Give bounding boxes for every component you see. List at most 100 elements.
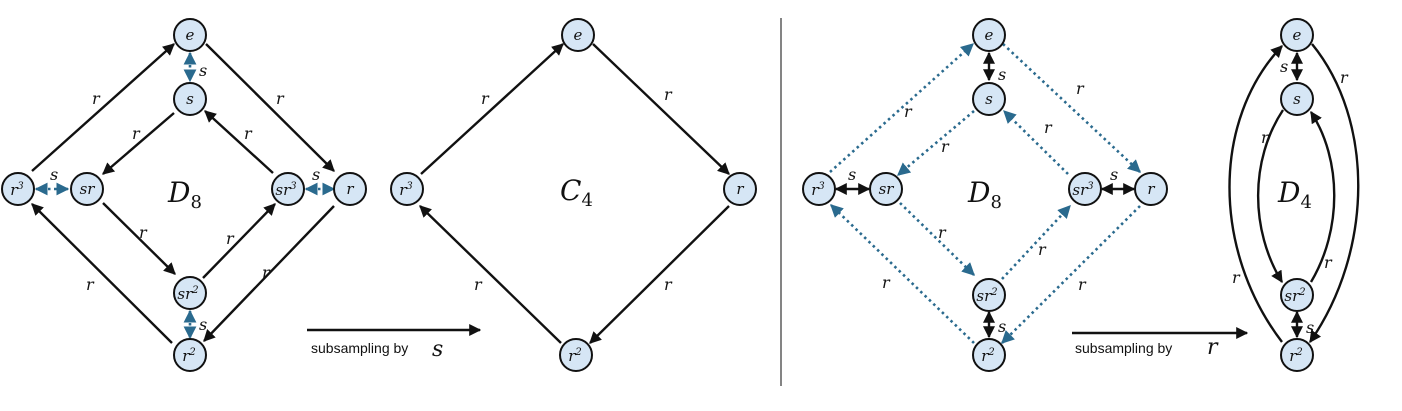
- svg-text:e: e: [1293, 26, 1302, 44]
- node-e: e: [1280, 18, 1314, 52]
- edge-sr-sr2: [102, 202, 176, 275]
- node-e: e: [173, 18, 207, 52]
- edge-label-r: r: [1078, 275, 1087, 294]
- edge-label-r: r: [92, 89, 101, 108]
- edge-label-r: r: [276, 89, 285, 108]
- edge-label-r: r: [226, 229, 235, 248]
- group-label-d8: D8: [967, 176, 1002, 213]
- edge-r2-r3: [830, 204, 975, 344]
- node-sr2: sr2: [1280, 278, 1314, 312]
- edge-s-sr: [102, 112, 175, 175]
- panel-d8-right: r r r r r r r r s s s s e s sr sr3 r r3 …: [802, 18, 1168, 372]
- svg-text:r3: r3: [10, 181, 24, 199]
- edge-label-r: r: [938, 223, 947, 242]
- svg-text:r2: r2: [568, 347, 582, 365]
- edge-label-r: r: [1038, 240, 1047, 259]
- node-sr2: sr2: [972, 278, 1006, 312]
- edge-r-r2: [589, 205, 730, 344]
- node-s: s: [173, 82, 207, 116]
- edge-s-sr2: [1256, 109, 1285, 284]
- edge-label-s: s: [1280, 57, 1288, 76]
- edge-label-r: r: [1044, 118, 1053, 137]
- edge-sr2-sr3: [202, 203, 276, 279]
- edge-r-r2: [1001, 205, 1141, 344]
- edge-e-r2: [1309, 43, 1360, 343]
- edge-r2-r3: [419, 205, 562, 344]
- svg-text:r: r: [736, 180, 744, 198]
- edge-label-r: r: [86, 275, 95, 294]
- edge-label-r: r: [132, 124, 141, 143]
- svg-text:sr: sr: [879, 180, 895, 198]
- node-s: s: [1280, 82, 1314, 116]
- edge-label-r: r: [262, 263, 271, 282]
- edge-label-r: r: [1340, 68, 1349, 87]
- edge-label-s: s: [199, 61, 207, 80]
- node-s: s: [972, 82, 1006, 116]
- edge-r2-r3: [31, 203, 173, 344]
- edge-r3-e: [829, 43, 974, 173]
- node-r2: r2: [559, 338, 593, 372]
- node-e: e: [972, 18, 1006, 52]
- edge-label-r: r: [664, 85, 673, 104]
- edge-label-r: r: [904, 102, 913, 121]
- node-sr3: sr3: [271, 172, 305, 206]
- edge-r3-e: [31, 43, 175, 172]
- caption-variable: r: [1207, 335, 1219, 360]
- svg-text:sr2: sr2: [1284, 287, 1305, 305]
- svg-text:s: s: [985, 90, 993, 108]
- edge-label-r: r: [481, 89, 490, 108]
- edge-sr3-s: [204, 110, 274, 174]
- edge-label-s: s: [50, 165, 58, 184]
- node-r: r: [333, 172, 367, 206]
- svg-text:e: e: [574, 26, 583, 44]
- group-label-d8: D8: [167, 176, 202, 213]
- edge-sr2-sr3: [1001, 205, 1071, 280]
- edge-sr-sr2: [899, 202, 975, 276]
- edge-label-r: r: [1261, 128, 1270, 147]
- svg-text:r2: r2: [182, 347, 196, 365]
- edge-r-r2: [203, 205, 335, 342]
- edge-r2-e: [1228, 45, 1283, 343]
- caption-text: subsampling by: [1075, 340, 1172, 356]
- panel-d4: s s r r r r e s sr2 r2 D4: [1228, 18, 1360, 372]
- edge-label-r: r: [474, 275, 483, 294]
- edge-label-r: r: [1324, 253, 1333, 272]
- panel-d8-left: r r r r r r r r s s s s e s sr sr3 r r3 …: [1, 18, 367, 372]
- caption-subsampling-r: subsampling by r: [1072, 327, 1249, 360]
- group-label-c4: C4: [560, 174, 593, 211]
- edge-e-r: [205, 43, 335, 172]
- edge-r3-e: [420, 43, 564, 175]
- caption-variable: s: [432, 337, 443, 362]
- svg-text:sr: sr: [80, 180, 96, 198]
- node-sr: sr: [869, 172, 903, 206]
- panel-c4: r r r r e r r3 r2 C4: [390, 18, 757, 372]
- edge-label-r: r: [941, 137, 950, 156]
- edge-e-r: [1002, 43, 1141, 173]
- edge-label-s: s: [312, 165, 320, 184]
- group-label-d4: D4: [1277, 176, 1312, 213]
- caption-subsampling-s: subsampling by s: [307, 324, 482, 362]
- svg-text:sr3: sr3: [1072, 181, 1093, 199]
- svg-text:sr2: sr2: [976, 287, 997, 305]
- node-r2: r2: [1280, 338, 1314, 372]
- node-r3: r3: [1, 172, 35, 206]
- svg-text:r3: r3: [399, 181, 413, 199]
- edge-label-s: s: [199, 315, 207, 334]
- svg-text:r2: r2: [981, 347, 995, 365]
- svg-text:r3: r3: [811, 181, 825, 199]
- edge-sr2-s: [1309, 110, 1336, 283]
- edge-label-s: s: [848, 165, 856, 184]
- edge-label-r: r: [882, 273, 891, 292]
- svg-text:e: e: [186, 26, 195, 44]
- svg-text:sr3: sr3: [275, 181, 296, 199]
- svg-text:s: s: [186, 90, 194, 108]
- edge-e-r: [592, 43, 730, 175]
- node-e: e: [561, 18, 595, 52]
- caption-text: subsampling by: [311, 340, 408, 356]
- edge-s-sr: [897, 110, 975, 176]
- svg-text:r: r: [346, 180, 354, 198]
- svg-text:s: s: [1293, 90, 1301, 108]
- edge-label-r: r: [1232, 268, 1241, 287]
- edge-label-r: r: [664, 275, 673, 294]
